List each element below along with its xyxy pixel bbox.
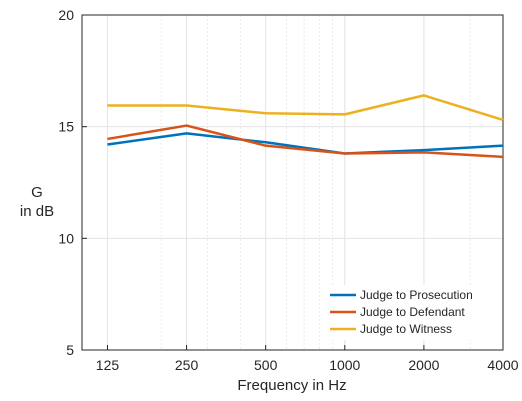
y-tick-label: 15	[58, 119, 74, 135]
series-lines	[107, 94, 504, 159]
y-tick-label: 20	[58, 7, 74, 23]
x-axis-label: Frequency in Hz	[237, 377, 346, 394]
x-tick-label: 1000	[329, 357, 360, 373]
series-line-witness	[107, 94, 504, 122]
legend-label-defendant: Judge to Defendant	[360, 305, 465, 319]
series-line-prosecution	[107, 132, 504, 155]
y-axis-label-line2: in dB	[20, 203, 54, 220]
y-axis-ticks: 5 10 15 20	[58, 7, 87, 358]
x-tick-label: 2000	[408, 357, 439, 373]
x-tick-label: 4000	[487, 357, 518, 373]
x-tick-label: 125	[96, 357, 120, 373]
legend: Judge to Prosecution Judge to Defendant …	[324, 285, 496, 340]
x-tick-label: 250	[175, 357, 199, 373]
y-tick-label: 5	[66, 342, 74, 358]
legend-label-prosecution: Judge to Prosecution	[360, 288, 473, 302]
plot-area-frame	[81, 14, 504, 351]
x-tick-label: 500	[254, 357, 278, 373]
y-tick-label: 10	[58, 230, 74, 246]
series-line-defendant	[107, 124, 504, 159]
legend-label-witness: Judge to Witness	[360, 322, 452, 336]
y-axis-label-line1: G	[31, 184, 43, 201]
x-axis-ticks: 125 250 500 1000 2000 4000	[96, 345, 519, 373]
